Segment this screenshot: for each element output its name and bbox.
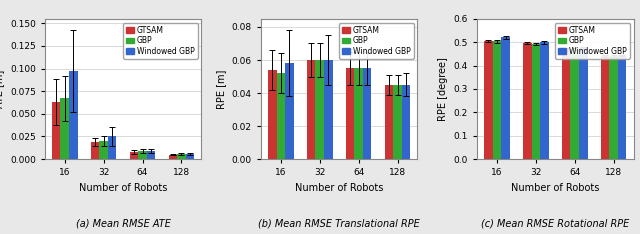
Bar (609, 56, 618, 159)
Legend: GTSAM, GBP, Windowed GBP: GTSAM, GBP, Windowed GBP (339, 22, 413, 59)
Bar (324, 60, 333, 159)
Bar (177, 154, 186, 159)
Bar (363, 68, 371, 159)
Bar (138, 151, 147, 159)
Bar (523, 43, 532, 159)
Bar (69, 71, 77, 159)
Bar (285, 63, 294, 159)
Bar (562, 49, 570, 159)
Bar (108, 136, 116, 159)
Bar (52, 102, 60, 159)
Legend: GTSAM, GBP, Windowed GBP: GTSAM, GBP, Windowed GBP (123, 22, 198, 59)
Bar (355, 68, 363, 159)
X-axis label: Number of Robots: Number of Robots (79, 183, 167, 193)
Bar (307, 60, 316, 159)
Bar (402, 85, 410, 159)
Bar (99, 141, 108, 159)
Bar (346, 68, 355, 159)
Bar (130, 152, 138, 159)
Bar (147, 151, 156, 159)
Text: (c) Mean RMSE Rotational RPE: (c) Mean RMSE Rotational RPE (481, 218, 629, 228)
Bar (532, 44, 540, 159)
Bar (618, 55, 627, 159)
Text: (a) Mean RMSE ATE: (a) Mean RMSE ATE (76, 218, 170, 228)
Bar (540, 42, 548, 159)
X-axis label: Number of Robots: Number of Robots (295, 183, 383, 193)
Y-axis label: RPE [m]: RPE [m] (216, 69, 226, 109)
Legend: GTSAM, GBP, Windowed GBP: GTSAM, GBP, Windowed GBP (556, 22, 630, 59)
Bar (91, 142, 99, 159)
Bar (393, 85, 402, 159)
Bar (168, 155, 177, 159)
Y-axis label: ATE [m]: ATE [m] (0, 70, 4, 108)
Bar (570, 49, 579, 159)
Bar (601, 56, 609, 159)
Bar (268, 70, 276, 159)
Bar (579, 48, 588, 159)
Bar (60, 99, 69, 159)
Text: (b) Mean RMSE Translational RPE: (b) Mean RMSE Translational RPE (259, 218, 420, 228)
Bar (484, 41, 493, 159)
Bar (276, 73, 285, 159)
Bar (385, 85, 393, 159)
Bar (186, 154, 195, 159)
Y-axis label: RPE [degree]: RPE [degree] (438, 57, 448, 121)
Bar (493, 41, 501, 159)
X-axis label: Number of Robots: Number of Robots (511, 183, 600, 193)
Bar (501, 37, 510, 159)
Bar (316, 60, 324, 159)
